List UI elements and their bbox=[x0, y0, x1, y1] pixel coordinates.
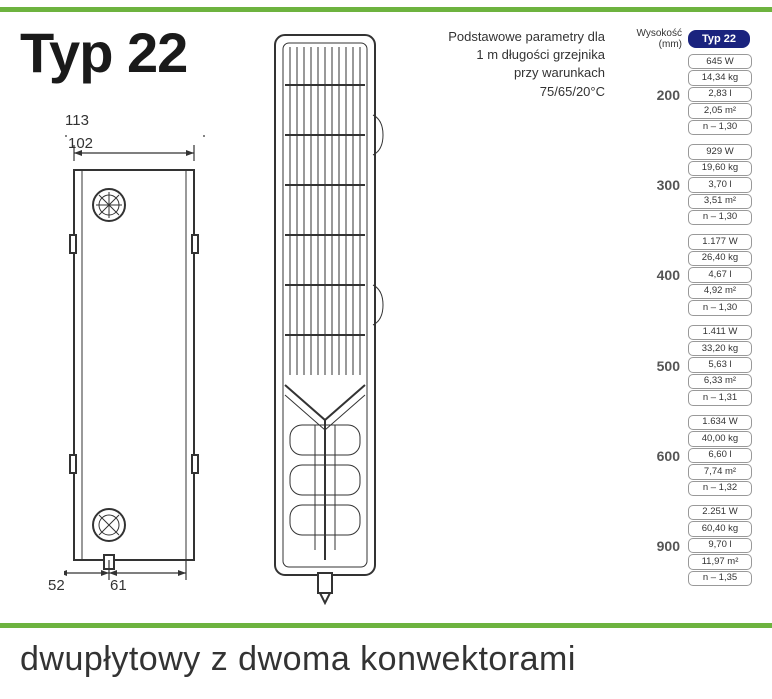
spec-cells: 1.634 W40,00 kg 6,60 l7,74 m² n – 1,32 bbox=[688, 415, 752, 497]
spec-cell: 6,33 m² bbox=[688, 374, 752, 389]
spec-cells: 645 W14,34 kg 2,83 l2,05 m² n – 1,30 bbox=[688, 54, 752, 136]
spec-group: 5001.411 W33,20 kg5,63 l 6,33 m²n – 1,31 bbox=[613, 325, 758, 407]
spec-height-label: 300 bbox=[613, 144, 688, 226]
spec-cell: 1.634 W bbox=[688, 415, 752, 430]
dim-label-52: 52 bbox=[48, 577, 65, 594]
params-line: Podstawowe parametry dla bbox=[448, 29, 605, 44]
spec-cell: 9,70 l bbox=[688, 538, 752, 553]
spec-header-chip: Typ 22 bbox=[688, 30, 750, 48]
spec-cells: 1.177 W 26,40 kg4,67 l 4,92 m²n – 1,30 bbox=[688, 234, 752, 316]
spec-cell: 6,60 l bbox=[688, 448, 752, 463]
spec-cell: 7,74 m² bbox=[688, 464, 752, 479]
spec-cell: 14,34 kg bbox=[688, 70, 752, 85]
spec-group: 4001.177 W 26,40 kg4,67 l 4,92 m²n – 1,30 bbox=[613, 234, 758, 316]
grille-slats bbox=[285, 47, 365, 375]
spec-cell: 1.411 W bbox=[688, 325, 752, 340]
top-view-drawing bbox=[260, 25, 390, 605]
spec-cell: 1.177 W bbox=[688, 234, 752, 249]
page-subtitle: dwupłytowy z dwoma konwektorami bbox=[20, 640, 576, 679]
dim-label-113: 113 bbox=[65, 112, 89, 129]
page-title: Typ 22 bbox=[20, 20, 187, 85]
spec-cell: 26,40 kg bbox=[688, 251, 752, 266]
spec-header-label: Wysokość (mm) bbox=[613, 28, 688, 50]
accent-bar-bottom bbox=[0, 623, 772, 628]
params-caption: Podstawowe parametry dla 1 m długości gr… bbox=[395, 28, 605, 101]
spec-cells: 1.411 W33,20 kg5,63 l 6,33 m²n – 1,31 bbox=[688, 325, 752, 407]
spec-cell: 11,97 m² bbox=[688, 554, 752, 569]
spec-cell: n – 1,30 bbox=[688, 210, 752, 225]
spec-cell: 60,40 kg bbox=[688, 521, 752, 536]
spec-cell: 2,83 l bbox=[688, 87, 752, 102]
spec-cell: 2,05 m² bbox=[688, 103, 752, 118]
spec-group: 6001.634 W40,00 kg 6,60 l7,74 m² n – 1,32 bbox=[613, 415, 758, 497]
spec-cell: 33,20 kg bbox=[688, 341, 752, 356]
spec-height-label: 500 bbox=[613, 325, 688, 407]
params-line: 1 m długości grzejnika bbox=[476, 47, 605, 62]
params-line: przy warunkach bbox=[514, 65, 605, 80]
spec-cell: 19,60 kg bbox=[688, 161, 752, 176]
spec-height-label: 900 bbox=[613, 505, 688, 587]
spec-cell: n – 1,30 bbox=[688, 120, 752, 135]
spec-cell: n – 1,31 bbox=[688, 390, 752, 405]
spec-cell: 3,51 m² bbox=[688, 194, 752, 209]
spec-cell: 40,00 kg bbox=[688, 431, 752, 446]
spec-height-label: 600 bbox=[613, 415, 688, 497]
spec-cell: n – 1,30 bbox=[688, 300, 752, 315]
spec-cell: 645 W bbox=[688, 54, 752, 69]
spec-table: Wysokość (mm) Typ 22 200645 W14,34 kg 2,8… bbox=[613, 28, 758, 595]
spec-cells: 929 W 19,60 kg3,70 l 3,51 m²n – 1,30 bbox=[688, 144, 752, 226]
spec-cell: 5,63 l bbox=[688, 357, 752, 372]
spec-header: Wysokość (mm) Typ 22 bbox=[613, 28, 758, 50]
spec-group: 200645 W14,34 kg 2,83 l2,05 m² n – 1,30 bbox=[613, 54, 758, 136]
spec-cells: 2.251 W60,40 kg 9,70 l11,97 m² n – 1,35 bbox=[688, 505, 752, 587]
front-view-drawing bbox=[64, 135, 214, 595]
spec-cell: n – 1,35 bbox=[688, 571, 752, 586]
spec-cell: 2.251 W bbox=[688, 505, 752, 520]
spec-height-label: 200 bbox=[613, 54, 688, 136]
spec-cell: n – 1,32 bbox=[688, 481, 752, 496]
params-line: 75/65/20°C bbox=[540, 84, 605, 99]
spec-cell: 3,70 l bbox=[688, 177, 752, 192]
spec-cell: 4,67 l bbox=[688, 267, 752, 282]
spec-group: 300929 W 19,60 kg3,70 l 3,51 m²n – 1,30 bbox=[613, 144, 758, 226]
accent-bar-top bbox=[0, 7, 772, 12]
spec-cell: 4,92 m² bbox=[688, 284, 752, 299]
spec-group: 9002.251 W60,40 kg 9,70 l11,97 m² n – 1,35 bbox=[613, 505, 758, 587]
spec-height-label: 400 bbox=[613, 234, 688, 316]
spec-cell: 929 W bbox=[688, 144, 752, 159]
